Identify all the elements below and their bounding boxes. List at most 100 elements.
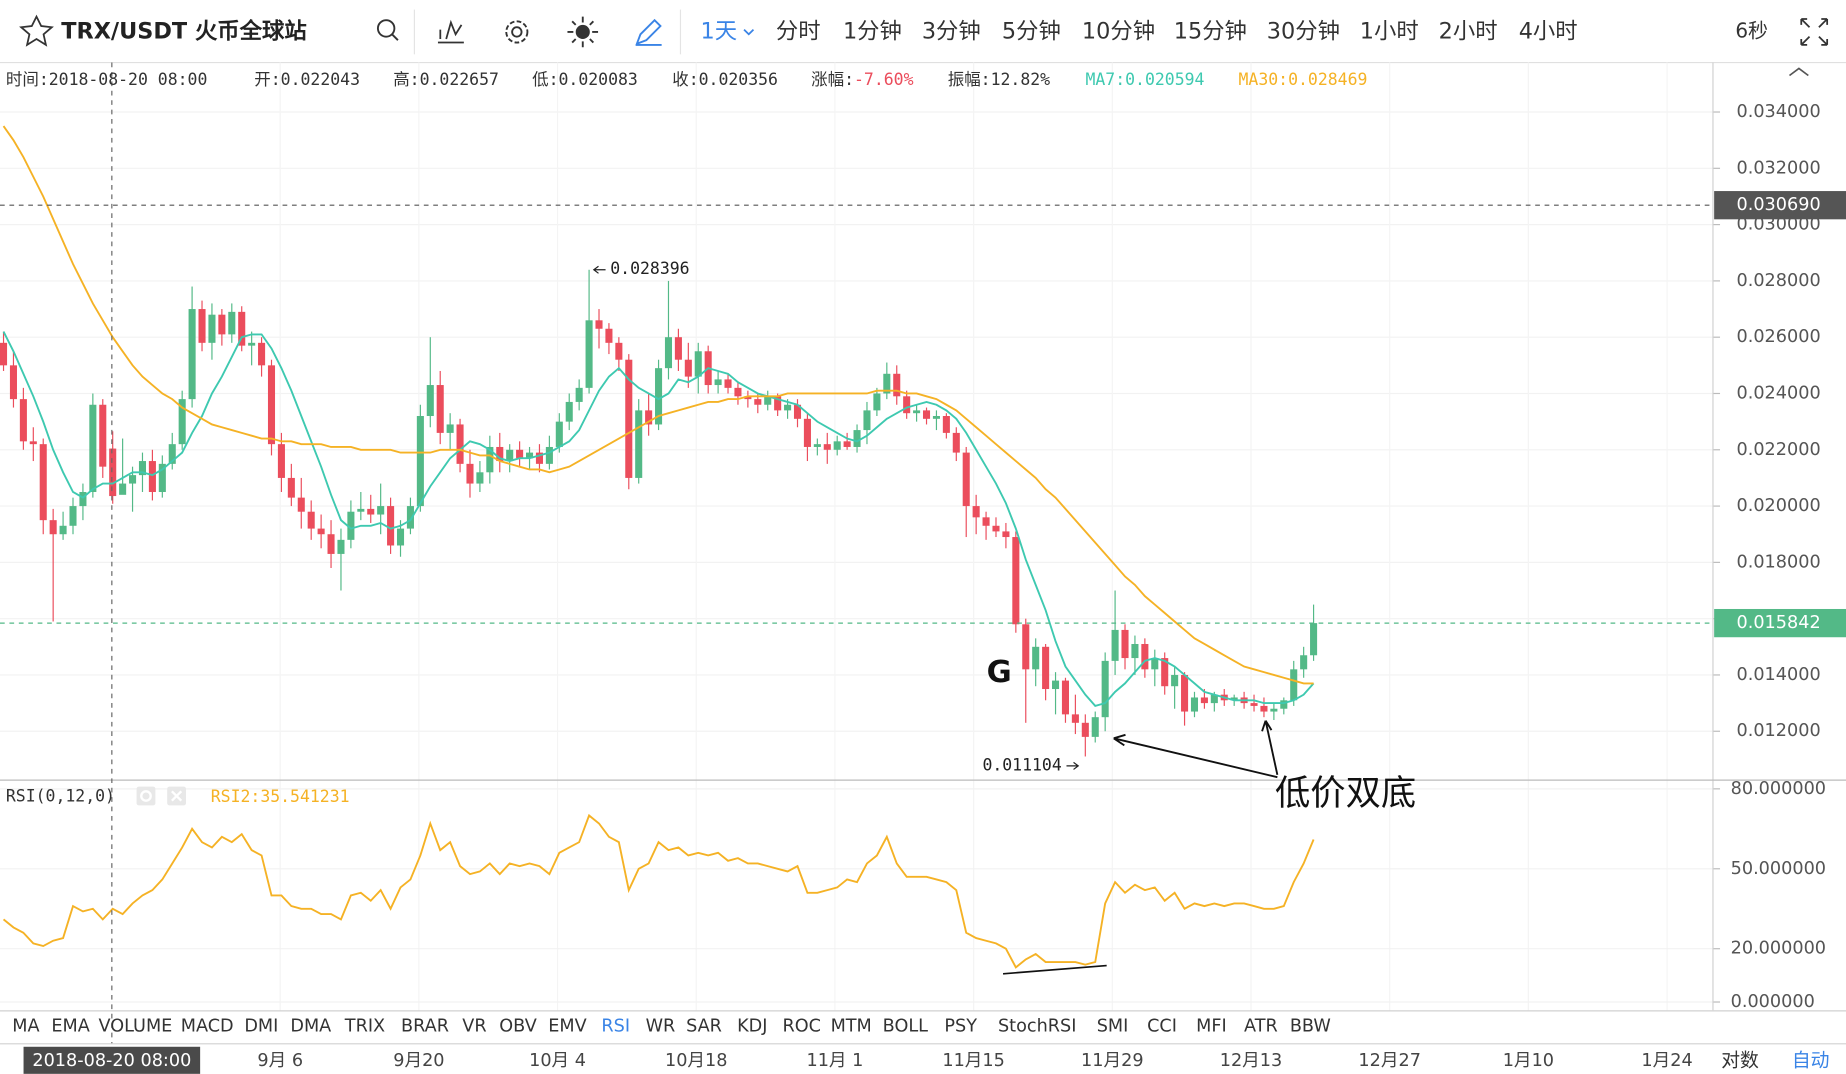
candle-body bbox=[516, 449, 524, 459]
indicator-tab[interactable]: EMV bbox=[548, 1017, 586, 1037]
scale-option[interactable]: 对数 bbox=[1721, 1049, 1759, 1071]
indicator-tab[interactable]: StochRSI bbox=[998, 1017, 1076, 1037]
indicator-tab[interactable]: OBV bbox=[499, 1017, 537, 1037]
info-item: 低:0.020083 bbox=[532, 70, 638, 89]
indicator-tab[interactable]: DMI bbox=[244, 1017, 278, 1037]
theme-icon[interactable] bbox=[567, 16, 599, 48]
interval[interactable]: 2小时 bbox=[1439, 18, 1498, 44]
candle-body bbox=[307, 511, 315, 529]
y-tick-label: 50.000000 bbox=[1731, 859, 1826, 879]
draw-icon[interactable] bbox=[635, 18, 662, 46]
candle-body bbox=[436, 385, 444, 433]
interval[interactable]: 15分钟 bbox=[1174, 18, 1247, 44]
indicator-tab[interactable]: VOLUME bbox=[98, 1017, 172, 1037]
indicator-tab[interactable]: ATR bbox=[1244, 1017, 1278, 1037]
x-tick-label: 12月13 bbox=[1220, 1051, 1283, 1071]
interval[interactable]: 4小时 bbox=[1519, 18, 1578, 44]
candle-body bbox=[327, 534, 335, 554]
fullscreen-icon[interactable] bbox=[1800, 18, 1829, 46]
indicator-tab[interactable]: MACD bbox=[181, 1017, 234, 1037]
low-label: 0.011104 bbox=[982, 755, 1061, 774]
chart-type-icon[interactable] bbox=[437, 19, 464, 44]
interval[interactable]: 10分钟 bbox=[1082, 18, 1155, 44]
y-tick-label: 0.000000 bbox=[1731, 992, 1815, 1012]
candle-body bbox=[79, 492, 87, 507]
info-item: 振幅:12.82% bbox=[948, 70, 1050, 89]
indicator-tab[interactable]: WR bbox=[646, 1017, 676, 1037]
candle-body bbox=[535, 452, 543, 464]
candle-body bbox=[784, 404, 792, 411]
collapse-icon[interactable] bbox=[1788, 67, 1809, 77]
indicator-tab[interactable]: VR bbox=[462, 1017, 486, 1037]
active-interval[interactable]: 1天 bbox=[700, 18, 737, 44]
candle-body bbox=[357, 508, 365, 512]
interval[interactable]: 1分钟 bbox=[843, 18, 902, 44]
interval[interactable]: 3分钟 bbox=[922, 18, 981, 44]
candle-body bbox=[416, 416, 424, 507]
candle-body bbox=[129, 475, 137, 484]
rsi-trendline bbox=[1002, 964, 1107, 975]
info-item: 涨幅:-7.60% bbox=[811, 70, 913, 89]
interval[interactable]: 1小时 bbox=[1360, 18, 1419, 44]
indicator-tab[interactable]: MTM bbox=[831, 1017, 872, 1037]
info-item: MA30:0.028469 bbox=[1239, 70, 1368, 89]
crosshair-date-box bbox=[23, 1046, 201, 1074]
moving-average bbox=[2, 331, 1315, 707]
gear-glyph bbox=[140, 790, 152, 802]
interval[interactable]: 分时 bbox=[776, 18, 821, 44]
candle-body bbox=[744, 396, 752, 400]
info-label: MA7: bbox=[1085, 70, 1125, 89]
candle-body bbox=[1310, 623, 1318, 656]
candle-body bbox=[1052, 680, 1060, 690]
candle-body bbox=[228, 311, 236, 335]
y-tick-label: 0.022000 bbox=[1737, 440, 1821, 460]
candle-body bbox=[724, 379, 732, 388]
candle-body bbox=[853, 430, 861, 447]
info-value: 0.022043 bbox=[281, 70, 360, 89]
scale-option[interactable]: 自动 bbox=[1792, 1049, 1830, 1071]
search-icon[interactable] bbox=[376, 19, 399, 41]
y-tick-label: 20.000000 bbox=[1731, 939, 1826, 959]
indicator-tab[interactable]: KDJ bbox=[737, 1017, 767, 1037]
indicator-tab[interactable]: MA bbox=[12, 1017, 39, 1037]
indicator-tab[interactable]: BBW bbox=[1290, 1017, 1331, 1037]
interval-dropdown[interactable] bbox=[743, 28, 755, 36]
candle-body bbox=[1230, 697, 1238, 701]
indicator-tab[interactable]: SMI bbox=[1097, 1017, 1129, 1037]
info-item: 高:0.022657 bbox=[393, 70, 499, 89]
indicator-tab[interactable]: DMA bbox=[290, 1017, 331, 1037]
candle-body bbox=[1250, 703, 1258, 706]
candle-body bbox=[913, 410, 921, 414]
indicator-tab[interactable]: PSY bbox=[944, 1017, 977, 1037]
settings-icon[interactable] bbox=[505, 20, 529, 44]
candle-body bbox=[1260, 705, 1268, 712]
candle-body bbox=[833, 441, 841, 450]
indicator-tab[interactable]: SAR bbox=[686, 1017, 722, 1037]
interval[interactable]: 5分钟 bbox=[1002, 18, 1061, 44]
plot bbox=[0, 125, 1318, 969]
frame: G 低价双底 bbox=[0, 62, 1846, 1045]
rsi-settings-button[interactable] bbox=[136, 786, 156, 806]
info-value: 2018-08-20 08:00 bbox=[49, 70, 208, 89]
indicator-tab[interactable]: TRIX bbox=[344, 1017, 385, 1037]
indicator-tab[interactable]: BRAR bbox=[401, 1017, 449, 1037]
candle-body bbox=[1200, 697, 1208, 704]
favorite-icon[interactable] bbox=[19, 14, 54, 47]
indicator-tab[interactable]: MFI bbox=[1196, 1017, 1227, 1037]
candle-body bbox=[1280, 700, 1288, 709]
indicator-tab[interactable]: BOLL bbox=[883, 1017, 929, 1037]
interval[interactable]: 30分钟 bbox=[1267, 18, 1340, 44]
candle-body bbox=[694, 351, 702, 377]
y-tick-label: 0.032000 bbox=[1737, 158, 1821, 178]
candle-body bbox=[486, 446, 494, 473]
indicator-tab[interactable]: ROC bbox=[783, 1017, 821, 1037]
indicator-tab[interactable]: EMA bbox=[51, 1017, 89, 1037]
indicator-tab[interactable]: CCI bbox=[1147, 1017, 1177, 1037]
high-arrow bbox=[592, 265, 606, 274]
candle-body bbox=[734, 387, 742, 397]
candle-body bbox=[1012, 537, 1020, 625]
candle-body bbox=[903, 396, 911, 414]
info-label: 收: bbox=[672, 70, 698, 89]
indicator-tab[interactable]: RSI bbox=[601, 1017, 630, 1037]
